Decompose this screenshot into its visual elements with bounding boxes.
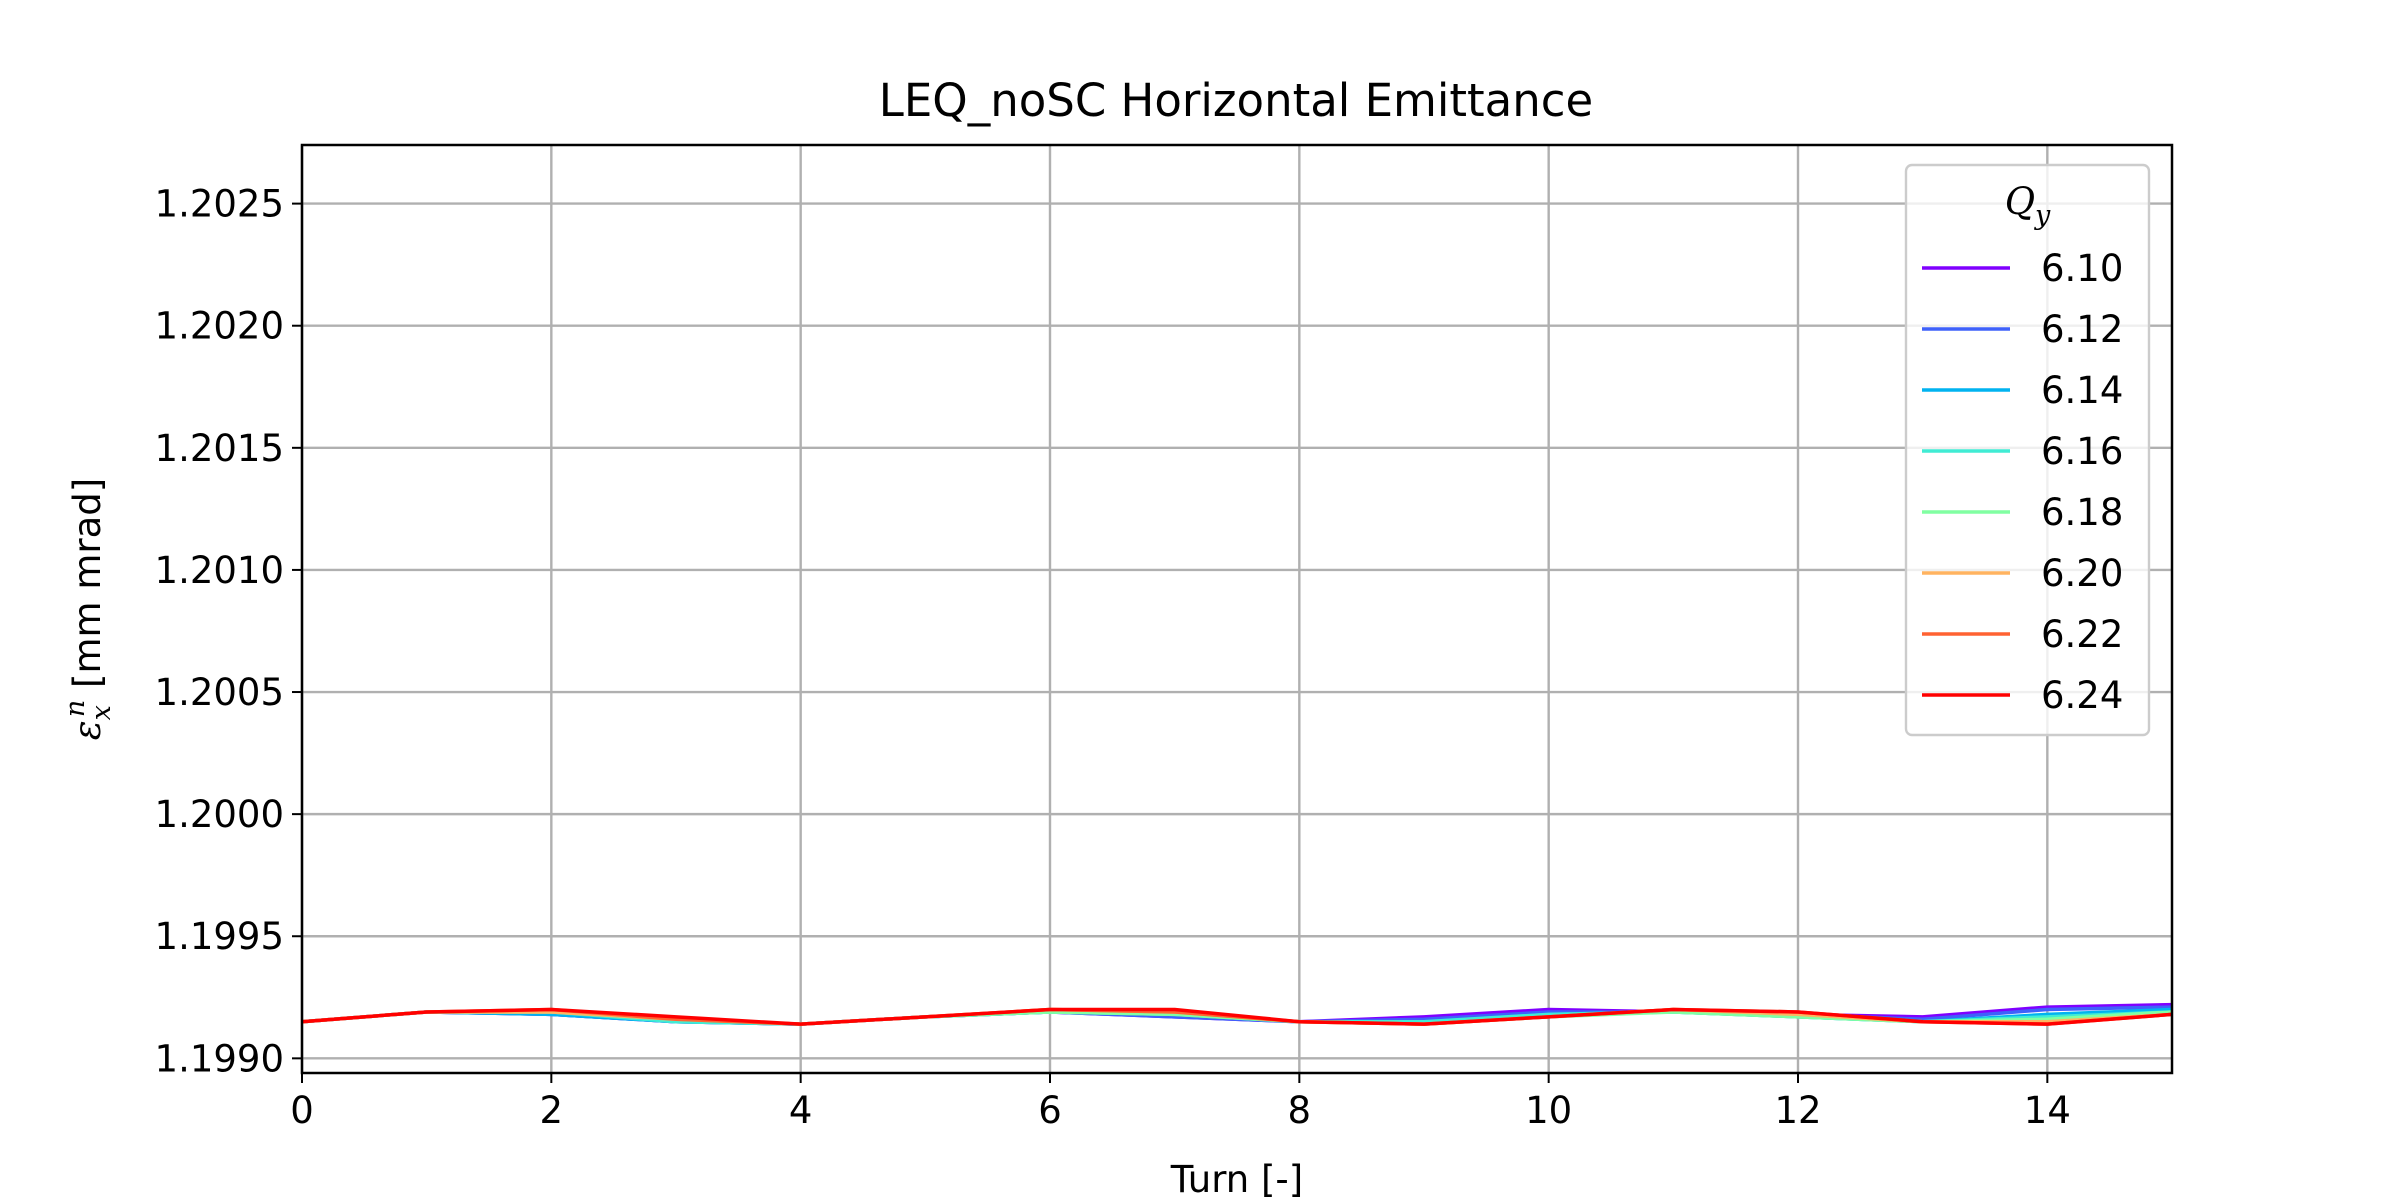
- plot-frame: [300, 143, 2174, 1075]
- x-axis-label: Turn [-]: [1170, 1158, 1303, 1200]
- x-tick-label: 14: [2024, 1089, 2071, 1132]
- legend-label-6.18: 6.18: [2041, 491, 2123, 534]
- y-tick-label: 1.2020: [155, 305, 284, 348]
- x-tick-label: 6: [1038, 1089, 1062, 1132]
- chart-title: LEQ_noSC Horizontal Emittance: [879, 74, 1593, 127]
- y-tick-label: 1.2010: [155, 549, 284, 592]
- y-axis-label-text: εxn [mm mrad]: [60, 478, 117, 740]
- y-tick-label: 1.2015: [155, 427, 284, 470]
- y-tick-label: 1.1995: [155, 915, 284, 958]
- legend-label-6.10: 6.10: [2041, 247, 2123, 290]
- y-tick-label: 1.2000: [155, 793, 284, 836]
- series-lines: [301, 1002, 2173, 1026]
- x-tick-label: 4: [789, 1089, 813, 1132]
- series-line-6.24: [301, 1007, 2173, 1026]
- legend-box: [1904, 163, 2151, 737]
- y-tick-label: 1.1990: [155, 1037, 284, 1080]
- y-axis-ticks: 1.1990 1.1995 1.2000 1.2005 1.2010 1.2015 1.20…: [155, 183, 302, 1080]
- legend-label-6.24: 6.24: [2041, 674, 2123, 717]
- y-tick-label: 1.2005: [155, 671, 284, 714]
- legend-title: Qy: [2005, 180, 2051, 231]
- legend-label-6.16: 6.16: [2041, 430, 2123, 473]
- legend: Qy 6.10 6.12 6.14 6.16 6.18 6.20 6.22 6.24: [1904, 163, 2151, 737]
- x-tick-label: 10: [1525, 1089, 1572, 1132]
- x-tick-label: 0: [290, 1089, 314, 1132]
- x-tick-label: 12: [1774, 1089, 1821, 1132]
- y-tick-label: 1.2025: [155, 183, 284, 226]
- x-tick-label: 2: [540, 1089, 564, 1132]
- legend-label-6.14: 6.14: [2041, 369, 2123, 412]
- x-axis-ticks: 0 2 4 6 8 10 12 14: [290, 1073, 2071, 1132]
- legend-label-6.20: 6.20: [2041, 552, 2123, 595]
- legend-label-6.12: 6.12: [2041, 308, 2123, 351]
- y-axis-label: εxn [mm mrad]: [60, 478, 117, 740]
- legend-label-6.22: 6.22: [2041, 613, 2123, 656]
- x-tick-label: 8: [1288, 1089, 1312, 1132]
